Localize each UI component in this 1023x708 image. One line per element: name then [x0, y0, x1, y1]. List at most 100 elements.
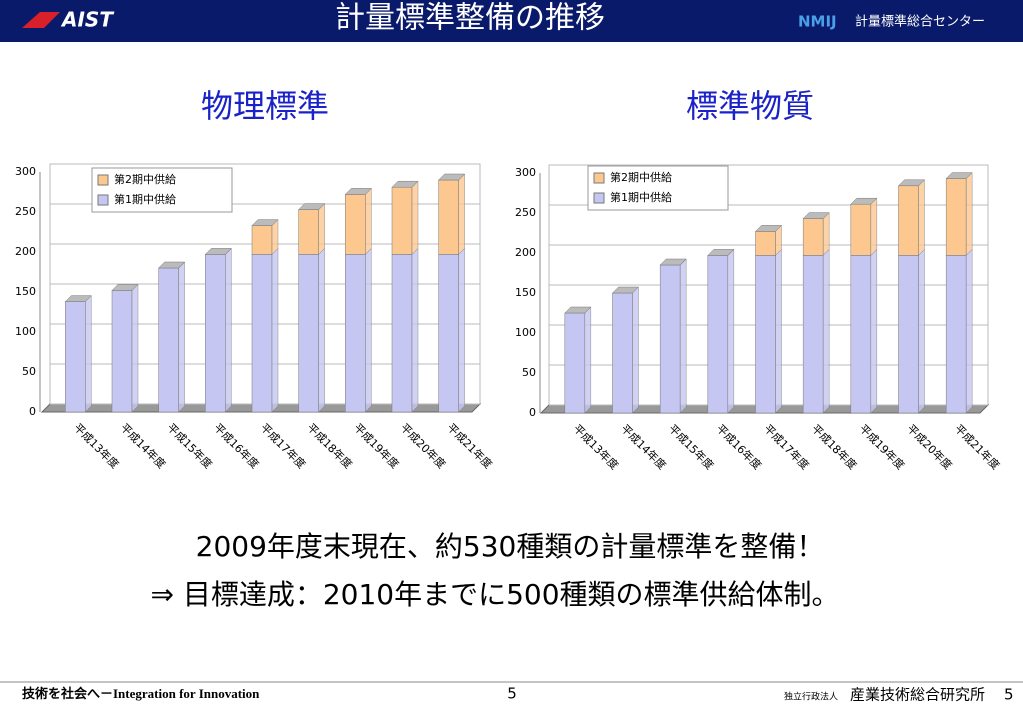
legend-label: 第2期中供給: [610, 170, 672, 184]
x-tick-label: 平成20年度: [398, 420, 449, 471]
x-tick-label: 平成13年度: [571, 421, 622, 472]
footer-page: 5: [1004, 686, 1014, 704]
bar-side: [271, 247, 279, 413]
y-tick-label: 250: [15, 205, 36, 218]
org-logo: NMIJ: [798, 13, 837, 31]
bar-side: [131, 283, 139, 413]
y-tick-label: 200: [515, 246, 536, 259]
bar-side: [225, 247, 232, 413]
bar-top: [344, 188, 372, 195]
legend-swatch: [593, 192, 605, 204]
bar-side: [918, 179, 925, 257]
x-tick-label: 平成17年度: [258, 420, 309, 471]
bar-side: [870, 197, 878, 257]
bar-segment: [391, 254, 413, 413]
bar-segment: [659, 264, 681, 414]
x-tick-label: 平成16年度: [714, 421, 765, 472]
y-tick-label: 250: [515, 206, 536, 219]
bar-side: [584, 306, 592, 414]
legend-label: 第1期中供給: [114, 192, 176, 206]
bar-top: [391, 180, 419, 188]
bar-segment: [298, 209, 319, 255]
y-tick-label: 100: [515, 326, 536, 339]
bar-top: [754, 225, 783, 232]
chart-title: 標準物質: [686, 87, 814, 125]
bar-segment: [898, 255, 919, 414]
bar-segment: [65, 301, 86, 413]
y-tick-label: 300: [515, 166, 536, 179]
legend-label: 第2期中供給: [114, 172, 176, 186]
org-name: 計量標準総合センター: [855, 14, 985, 30]
bar-segment: [850, 203, 872, 256]
bar-segment: [438, 179, 459, 255]
bar-side: [679, 258, 687, 414]
body-line: ⇒ 目標達成：2010年までに500種類の標準供給体制。: [150, 578, 839, 611]
logo-mark: [22, 12, 60, 28]
legend-swatch: [593, 172, 605, 184]
bar-top: [564, 306, 592, 314]
legend-swatch: [97, 174, 109, 186]
bar-side: [318, 202, 325, 256]
bar-side: [870, 248, 878, 414]
bar-segment: [755, 231, 776, 256]
bar-side: [318, 247, 325, 413]
bar-side: [178, 261, 185, 413]
y-tick-label: 50: [522, 366, 536, 379]
bar-segment: [111, 290, 133, 413]
x-tick-label: 平成15年度: [666, 421, 717, 472]
bar-segment: [898, 185, 919, 256]
bar-segment: [251, 225, 273, 255]
y-tick-label: 200: [15, 245, 36, 258]
slide-title: 計量標準整備の推移: [335, 1, 605, 36]
page-number: 5: [507, 685, 517, 703]
logo: AIST: [60, 8, 114, 32]
bar-top: [158, 261, 186, 269]
bar-segment: [158, 267, 179, 413]
bar-segment: [802, 255, 824, 414]
body-line: 2009年度末現在、約530種類の計量標準を整備！: [196, 530, 825, 563]
bar-segment: [612, 292, 633, 414]
x-tick-label: 平成18年度: [809, 421, 860, 472]
x-tick-label: 平成21年度: [952, 421, 1003, 472]
bar-segment: [391, 186, 413, 255]
bar-top: [611, 286, 640, 294]
bar-segment: [802, 218, 824, 256]
x-tick-label: 平成19年度: [857, 421, 908, 472]
bar-top: [298, 203, 326, 210]
bar-side: [918, 248, 925, 414]
bar-top: [111, 284, 139, 291]
bar-side: [632, 286, 639, 414]
bar-segment: [945, 178, 967, 256]
y-tick-label: 50: [22, 365, 36, 378]
bar-top: [251, 219, 279, 226]
bar-top: [659, 258, 687, 266]
legend-label: 第1期中供給: [610, 190, 672, 204]
header-bar: [0, 0, 1023, 42]
bar-segment: [564, 312, 586, 414]
bar-side: [775, 248, 782, 414]
x-tick-label: 平成13年度: [71, 420, 122, 471]
bar-top: [850, 197, 878, 205]
y-tick-label: 0: [529, 406, 536, 419]
bar-segment: [850, 255, 872, 414]
y-tick-label: 100: [15, 325, 36, 338]
bar-segment: [205, 254, 226, 413]
y-tick-label: 150: [15, 285, 36, 298]
chart-title: 物理標準: [201, 87, 329, 125]
x-tick-label: 平成14年度: [618, 421, 669, 472]
bar-side: [727, 248, 735, 414]
bar-side: [411, 247, 419, 413]
bar-top: [802, 212, 830, 219]
bar-segment: [945, 255, 967, 414]
bar-side: [85, 294, 92, 413]
y-tick-label: 300: [15, 165, 36, 178]
bar-side: [965, 171, 973, 257]
x-tick-label: 平成19年度: [351, 420, 402, 471]
bar-top: [64, 295, 92, 302]
x-tick-label: 平成18年度: [304, 420, 355, 471]
x-tick-label: 平成21年度: [444, 420, 495, 471]
x-tick-label: 平成20年度: [904, 421, 955, 472]
bar-top: [438, 173, 466, 181]
